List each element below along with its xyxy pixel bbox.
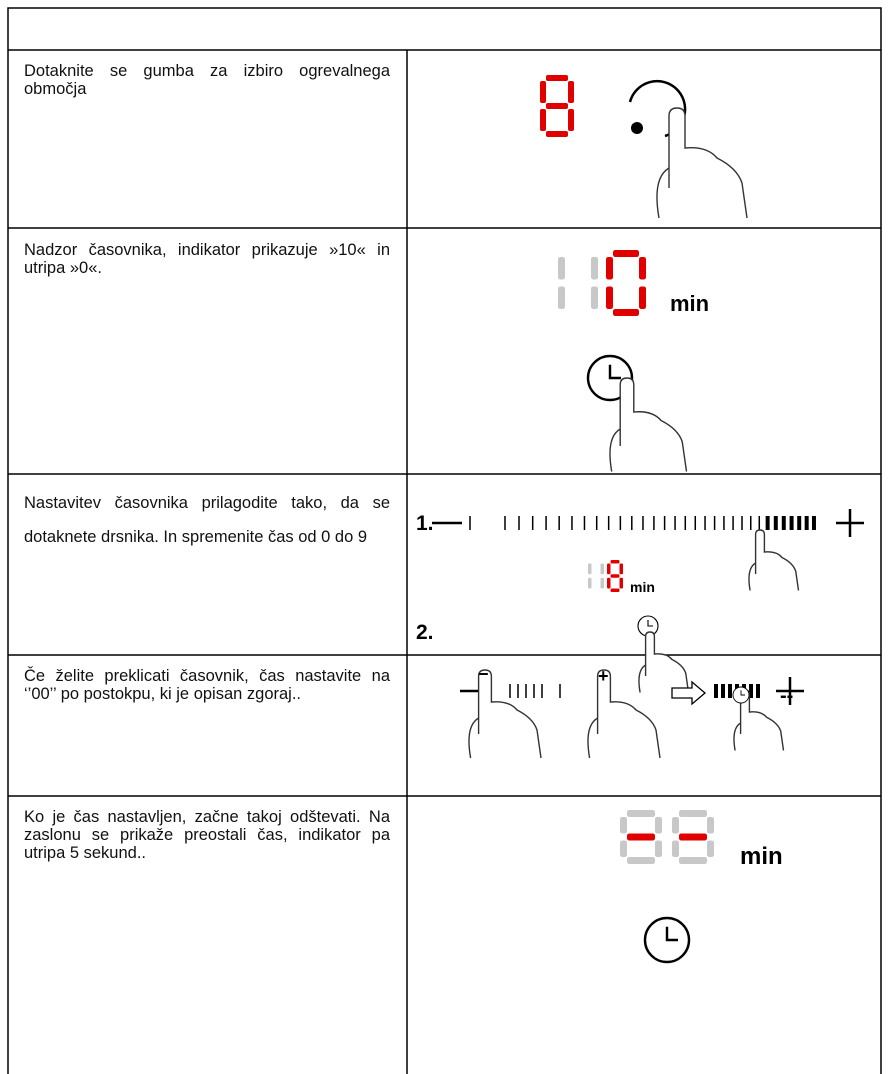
digit-segment xyxy=(600,577,604,589)
digit-segment xyxy=(591,286,598,309)
digit-segment xyxy=(610,574,620,578)
digit-segment xyxy=(568,81,574,103)
digit-segment xyxy=(620,840,627,857)
digit-segment xyxy=(613,309,639,316)
digit-segment xyxy=(613,250,639,257)
digit-segment xyxy=(620,817,627,834)
digit-segment xyxy=(619,577,623,589)
digit-segment xyxy=(607,577,611,589)
digit-segment xyxy=(707,817,714,834)
plus-mark: + xyxy=(598,666,609,686)
finger-icon xyxy=(748,529,800,591)
row-text: Nastavitev časovnika prilagodite tako, d… xyxy=(24,494,390,546)
power-dot xyxy=(631,122,643,134)
step-label: 2. xyxy=(416,621,434,644)
digit-segment xyxy=(655,840,662,857)
digit-segment xyxy=(627,810,655,817)
digit-segment xyxy=(588,563,592,575)
clock-hands xyxy=(647,620,653,627)
table-grid xyxy=(7,7,882,1074)
digit-segment xyxy=(639,257,646,280)
arrow-icon xyxy=(671,680,707,706)
digit-segment xyxy=(546,103,568,109)
digit-segment xyxy=(568,109,574,131)
slider-plus xyxy=(836,509,864,537)
table-border xyxy=(7,7,882,1074)
digit-segment xyxy=(546,75,568,81)
display-label: -- xyxy=(780,685,793,707)
unit-label: min xyxy=(630,579,655,595)
clock-hands xyxy=(608,364,621,380)
clock-hands xyxy=(740,690,745,696)
finger-icon xyxy=(587,669,661,759)
digit-segment xyxy=(679,857,707,864)
digit-segment xyxy=(558,257,565,280)
digit-segment xyxy=(639,286,646,309)
row-text: Če želite preklicati časovnik, čas nasta… xyxy=(24,667,390,703)
digit-segment xyxy=(606,257,613,280)
digit-segment xyxy=(679,810,707,817)
finger-icon xyxy=(609,377,688,472)
finger-icon xyxy=(638,631,690,693)
digit-segment xyxy=(558,286,565,309)
step-label: 1. xyxy=(416,512,434,535)
digit-segment xyxy=(679,833,707,841)
slider-plus xyxy=(776,677,804,705)
unit-label: min xyxy=(670,291,709,316)
finger-icon xyxy=(468,669,542,759)
digit-segment xyxy=(600,563,604,575)
digit-segment xyxy=(588,577,592,589)
clock-hands xyxy=(665,926,678,942)
row-text: Nadzor časovnika, indikator prikazuje »1… xyxy=(24,241,390,277)
digit-segment xyxy=(591,257,598,280)
finger-icon xyxy=(656,107,748,219)
digit-segment xyxy=(540,109,546,131)
minus-mark: − xyxy=(478,664,489,684)
digit-segment xyxy=(619,563,623,575)
unit-label: min xyxy=(740,843,783,870)
digit-segment xyxy=(627,833,655,841)
digit-segment xyxy=(607,563,611,575)
row-text: Dotaknite se gumba za izbiro ogrevalnega… xyxy=(24,62,390,98)
digit-segment xyxy=(610,588,620,592)
digit-segment xyxy=(655,817,662,834)
digit-segment xyxy=(672,817,679,834)
digit-segment xyxy=(606,286,613,309)
digit-segment xyxy=(707,840,714,857)
row-text: Ko je čas nastavljen, začne takoj odštev… xyxy=(24,808,390,862)
digit-segment xyxy=(546,131,568,137)
digit-segment xyxy=(627,857,655,864)
digit-segment xyxy=(672,840,679,857)
digit-segment xyxy=(540,81,546,103)
digit-segment xyxy=(610,560,620,564)
